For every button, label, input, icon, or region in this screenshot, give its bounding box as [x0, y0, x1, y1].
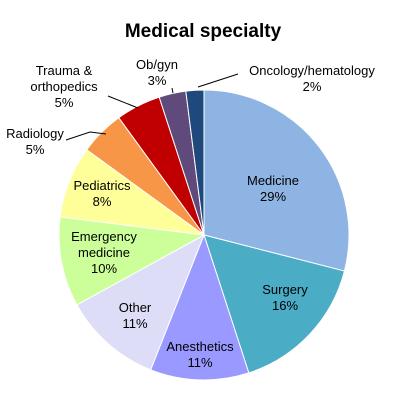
- pie-slice-emergency-medicine: [58, 216, 206, 306]
- pie-slices: [58, 89, 350, 381]
- leader-line-trauma-orthopedics: [107, 95, 139, 109]
- slice-label-emergency-medicine: Emergency medicine 10%: [71, 229, 137, 276]
- pie-slice-other: [76, 233, 205, 371]
- pie-slice-anesthetics: [149, 233, 250, 381]
- slice-label-anesthetics: Anesthetics 11%: [166, 339, 234, 370]
- pie-slice-oncology-hematology: [185, 89, 205, 236]
- slice-label-radiology: Radiology 5%: [6, 126, 64, 157]
- pie-slice-surgery: [203, 234, 346, 374]
- slice-labels: Medicine 29% Surgery 16% Anesthetics 11% Other…: [6, 57, 375, 370]
- slice-label-medicine: Medicine 29%: [247, 173, 299, 204]
- leader-lines: [65, 73, 239, 141]
- slice-label-trauma-orthopedics: Trauma & orthopedics 5%: [30, 63, 98, 110]
- slice-label-pediatrics: Pediatrics 8%: [73, 178, 131, 209]
- slice-label-other: Other 11%: [119, 300, 152, 331]
- slice-label-ob-gyn: Ob/gyn 3%: [136, 57, 178, 88]
- leader-line-radiology: [65, 131, 107, 141]
- leader-line-oncology-hematology: [197, 73, 239, 88]
- slice-label-oncology-hematology: Oncology/hematology 2%: [249, 63, 375, 94]
- slice-label-surgery: Surgery 16%: [262, 282, 308, 313]
- leader-line-ob-gyn: [171, 87, 174, 94]
- pie-slice-medicine: [203, 89, 350, 272]
- chart-title: Medical specialty: [125, 21, 282, 42]
